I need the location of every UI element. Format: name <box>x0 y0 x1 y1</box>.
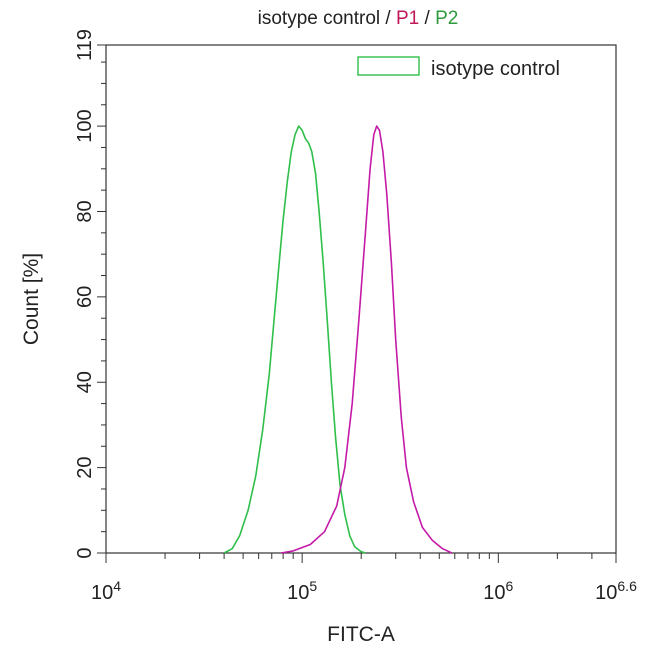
y-tick-label: 60 <box>74 286 96 308</box>
y-tick-label: 80 <box>74 200 96 222</box>
x-axis-label: FITC-A <box>327 623 395 646</box>
y-axis: 0 20 40 60 80 100 119 <box>74 29 106 559</box>
title-part: P1 <box>396 8 419 29</box>
series-layer <box>223 125 453 554</box>
y-tick-label: 40 <box>74 371 96 393</box>
chart-title: isotype control / P1 / P2 <box>258 8 459 29</box>
y-tick-label: 20 <box>74 456 96 478</box>
y-tick-label: 100 <box>74 109 96 142</box>
series-curve-1 <box>223 125 366 554</box>
legend-swatch <box>357 56 420 76</box>
series-curve-2 <box>280 125 453 554</box>
legend: isotype control <box>357 56 560 80</box>
x-axis: 104 105 106 106.6 <box>91 553 637 604</box>
title-part: P2 <box>435 8 458 29</box>
y-tick-label: 0 <box>74 547 96 558</box>
x-tick-label: 105 <box>287 578 317 604</box>
title-part: / <box>380 8 396 29</box>
legend-label: isotype control <box>431 58 560 80</box>
title-part: isotype control <box>258 8 381 29</box>
y-tick-label: 119 <box>74 29 96 61</box>
x-tick-label: 106 <box>483 578 513 604</box>
x-tick-label: 106.6 <box>595 578 637 604</box>
y-axis-label: Count [%] <box>20 253 43 345</box>
title-part: / <box>419 8 435 29</box>
x-tick-label: 104 <box>91 578 121 604</box>
